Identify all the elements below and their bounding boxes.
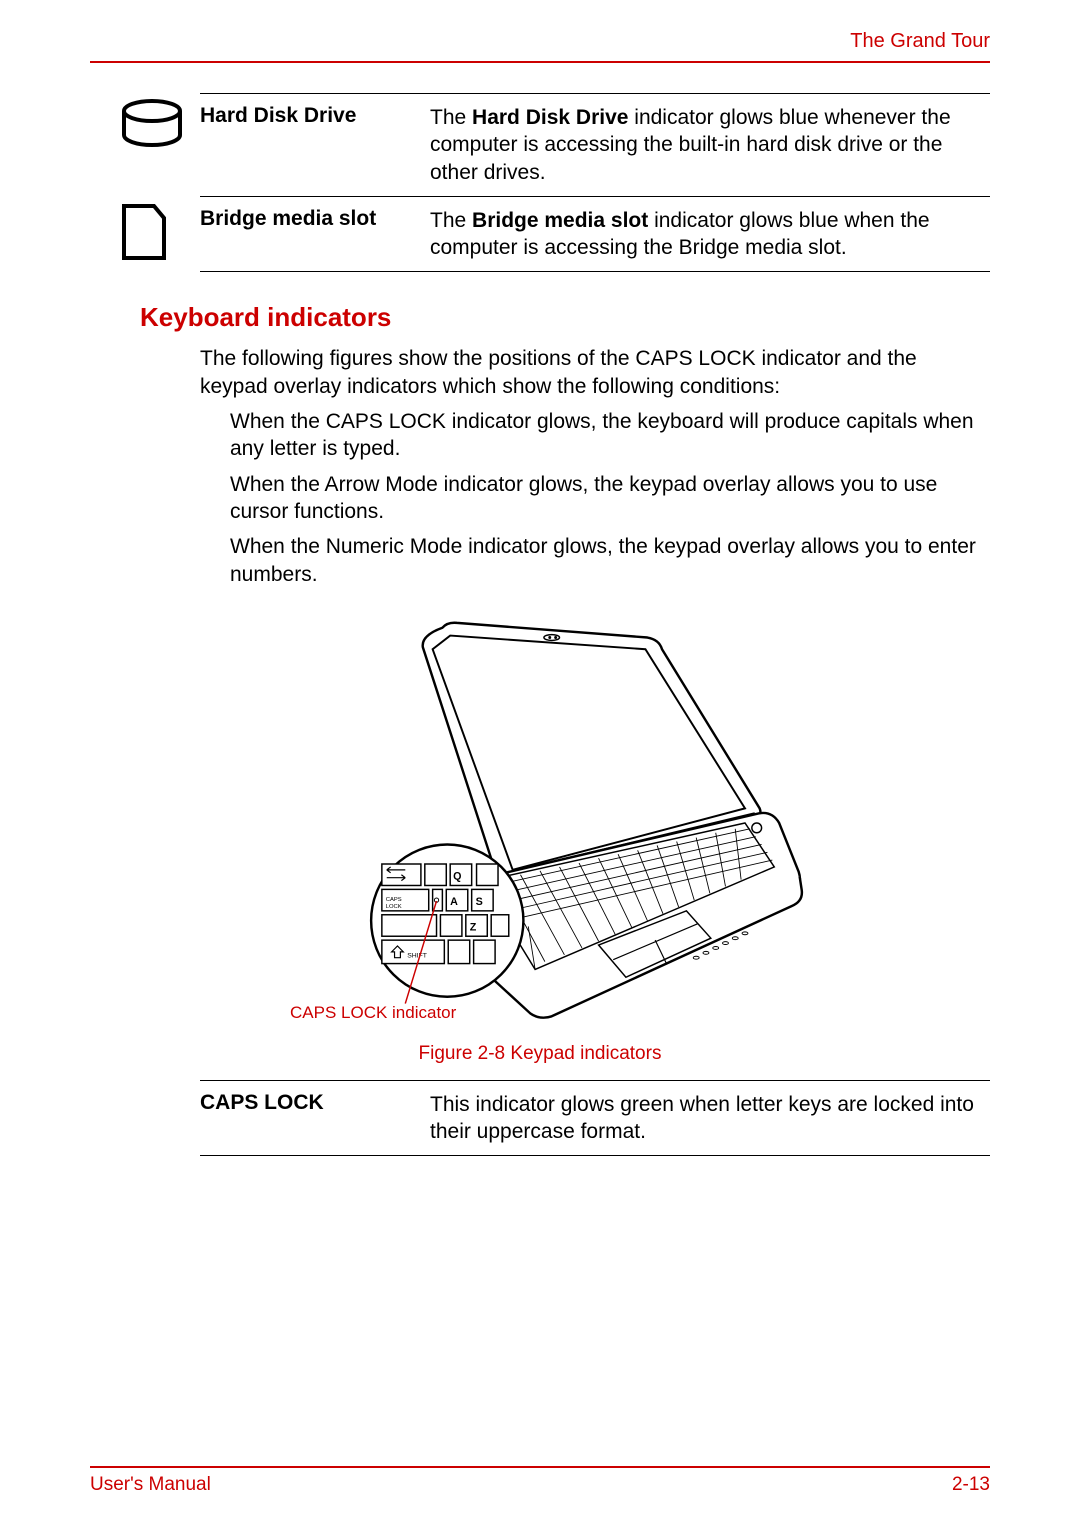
zoom-shift: SHIFT [407, 953, 428, 960]
footer-right: 2-13 [952, 1474, 990, 1496]
hdd-row: Hard Disk Drive The Hard Disk Drive indi… [200, 93, 990, 196]
zoom-s: S [476, 896, 483, 908]
caps-table: CAPS LOCK This indicator glows green whe… [200, 1080, 990, 1157]
zoom-caps1: CAPS [386, 897, 402, 903]
bridge-label: Bridge media slot [200, 207, 430, 231]
bullet-1: When the CAPS LOCK indicator glows, the … [230, 408, 990, 463]
bullet-2: When the Arrow Mode indicator glows, the… [230, 471, 990, 526]
footer-left: User's Manual [90, 1474, 211, 1496]
zoom-caps2: LOCK [386, 904, 402, 910]
figure-caption: Figure 2-8 Keypad indicators [90, 1043, 990, 1065]
figure-laptop: Q CAPS LOCK A S Z SHIFT CAPS LOCK indica… [90, 618, 990, 1033]
hdd-desc-bold: Hard Disk Drive [472, 106, 628, 129]
bridge-desc-bold: Bridge media slot [472, 209, 648, 232]
bridge-row: Bridge media slot The Bridge media slot … [200, 196, 990, 273]
bullet-3: When the Numeric Mode indicator glows, t… [230, 533, 990, 588]
zoom-q: Q [453, 870, 461, 882]
callout-capslock: CAPS LOCK indicator [290, 1003, 456, 1023]
hdd-desc: The Hard Disk Drive indicator glows blue… [430, 104, 990, 186]
page-footer: User's Manual 2-13 [90, 1466, 990, 1496]
caps-desc: This indicator glows green when letter k… [430, 1091, 990, 1146]
bridge-desc: The Bridge media slot indicator glows bl… [430, 207, 990, 262]
page-rule [90, 61, 990, 63]
laptop-illustration: Q CAPS LOCK A S Z SHIFT [270, 618, 810, 1028]
caps-label: CAPS LOCK [200, 1091, 430, 1115]
hdd-desc-prefix: The [430, 106, 472, 129]
section-heading: Keyboard indicators [140, 302, 990, 333]
indicator-table: Hard Disk Drive The Hard Disk Drive indi… [90, 93, 990, 272]
page-header-title: The Grand Tour [90, 30, 990, 61]
hdd-label: Hard Disk Drive [200, 104, 430, 128]
zoom-a: A [450, 896, 458, 908]
bridge-icon [120, 202, 200, 267]
section-intro: The following figures show the positions… [200, 345, 990, 400]
hdd-icon [120, 99, 200, 154]
caps-row: CAPS LOCK This indicator glows green whe… [200, 1080, 990, 1157]
zoom-z: Z [470, 921, 477, 933]
bridge-desc-prefix: The [430, 209, 472, 232]
